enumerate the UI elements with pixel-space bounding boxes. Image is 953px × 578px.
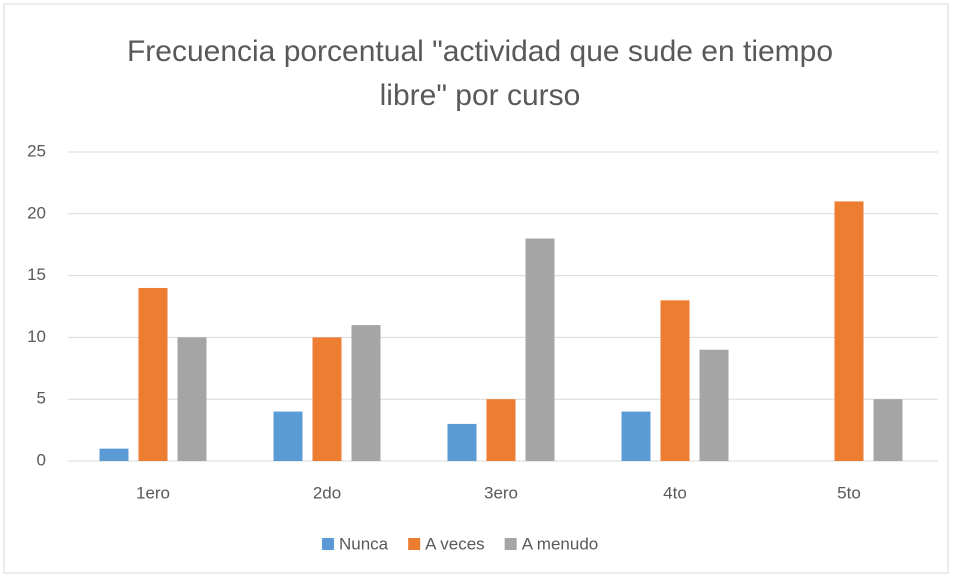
- bar: [834, 201, 864, 461]
- bar: [447, 423, 477, 461]
- legend-label: A veces: [425, 534, 485, 553]
- y-tick-label: 0: [37, 450, 46, 469]
- x-tick-label: 5to: [837, 483, 861, 502]
- x-tick-label: 3ero: [484, 483, 518, 502]
- legend-swatch: [504, 538, 517, 550]
- bar: [177, 337, 207, 461]
- x-tick-label: 4to: [663, 483, 687, 502]
- chart-title: Frecuencia porcentual "actividad que sud…: [126, 35, 834, 112]
- bar: [525, 238, 555, 461]
- legend-swatch: [408, 538, 421, 550]
- legend-label: A menudo: [522, 534, 599, 553]
- bar: [486, 399, 516, 461]
- bar: [873, 399, 903, 461]
- bar: [351, 325, 381, 461]
- bar: [99, 448, 129, 461]
- y-tick-label: 25: [27, 141, 46, 160]
- bar: [138, 287, 168, 461]
- y-tick-label: 5: [37, 389, 46, 408]
- legend-swatch: [322, 538, 334, 550]
- bar: [660, 300, 690, 461]
- legend-label: Nunca: [339, 534, 389, 553]
- bar: [273, 411, 303, 461]
- bar: [699, 349, 729, 461]
- bar: [621, 411, 651, 461]
- x-tick-label: 1ero: [136, 483, 170, 502]
- y-tick-label: 10: [27, 327, 46, 346]
- x-tick-label: 2do: [313, 483, 341, 502]
- y-tick-label: 15: [27, 265, 46, 284]
- y-tick-label: 20: [27, 203, 46, 222]
- bar: [312, 337, 342, 461]
